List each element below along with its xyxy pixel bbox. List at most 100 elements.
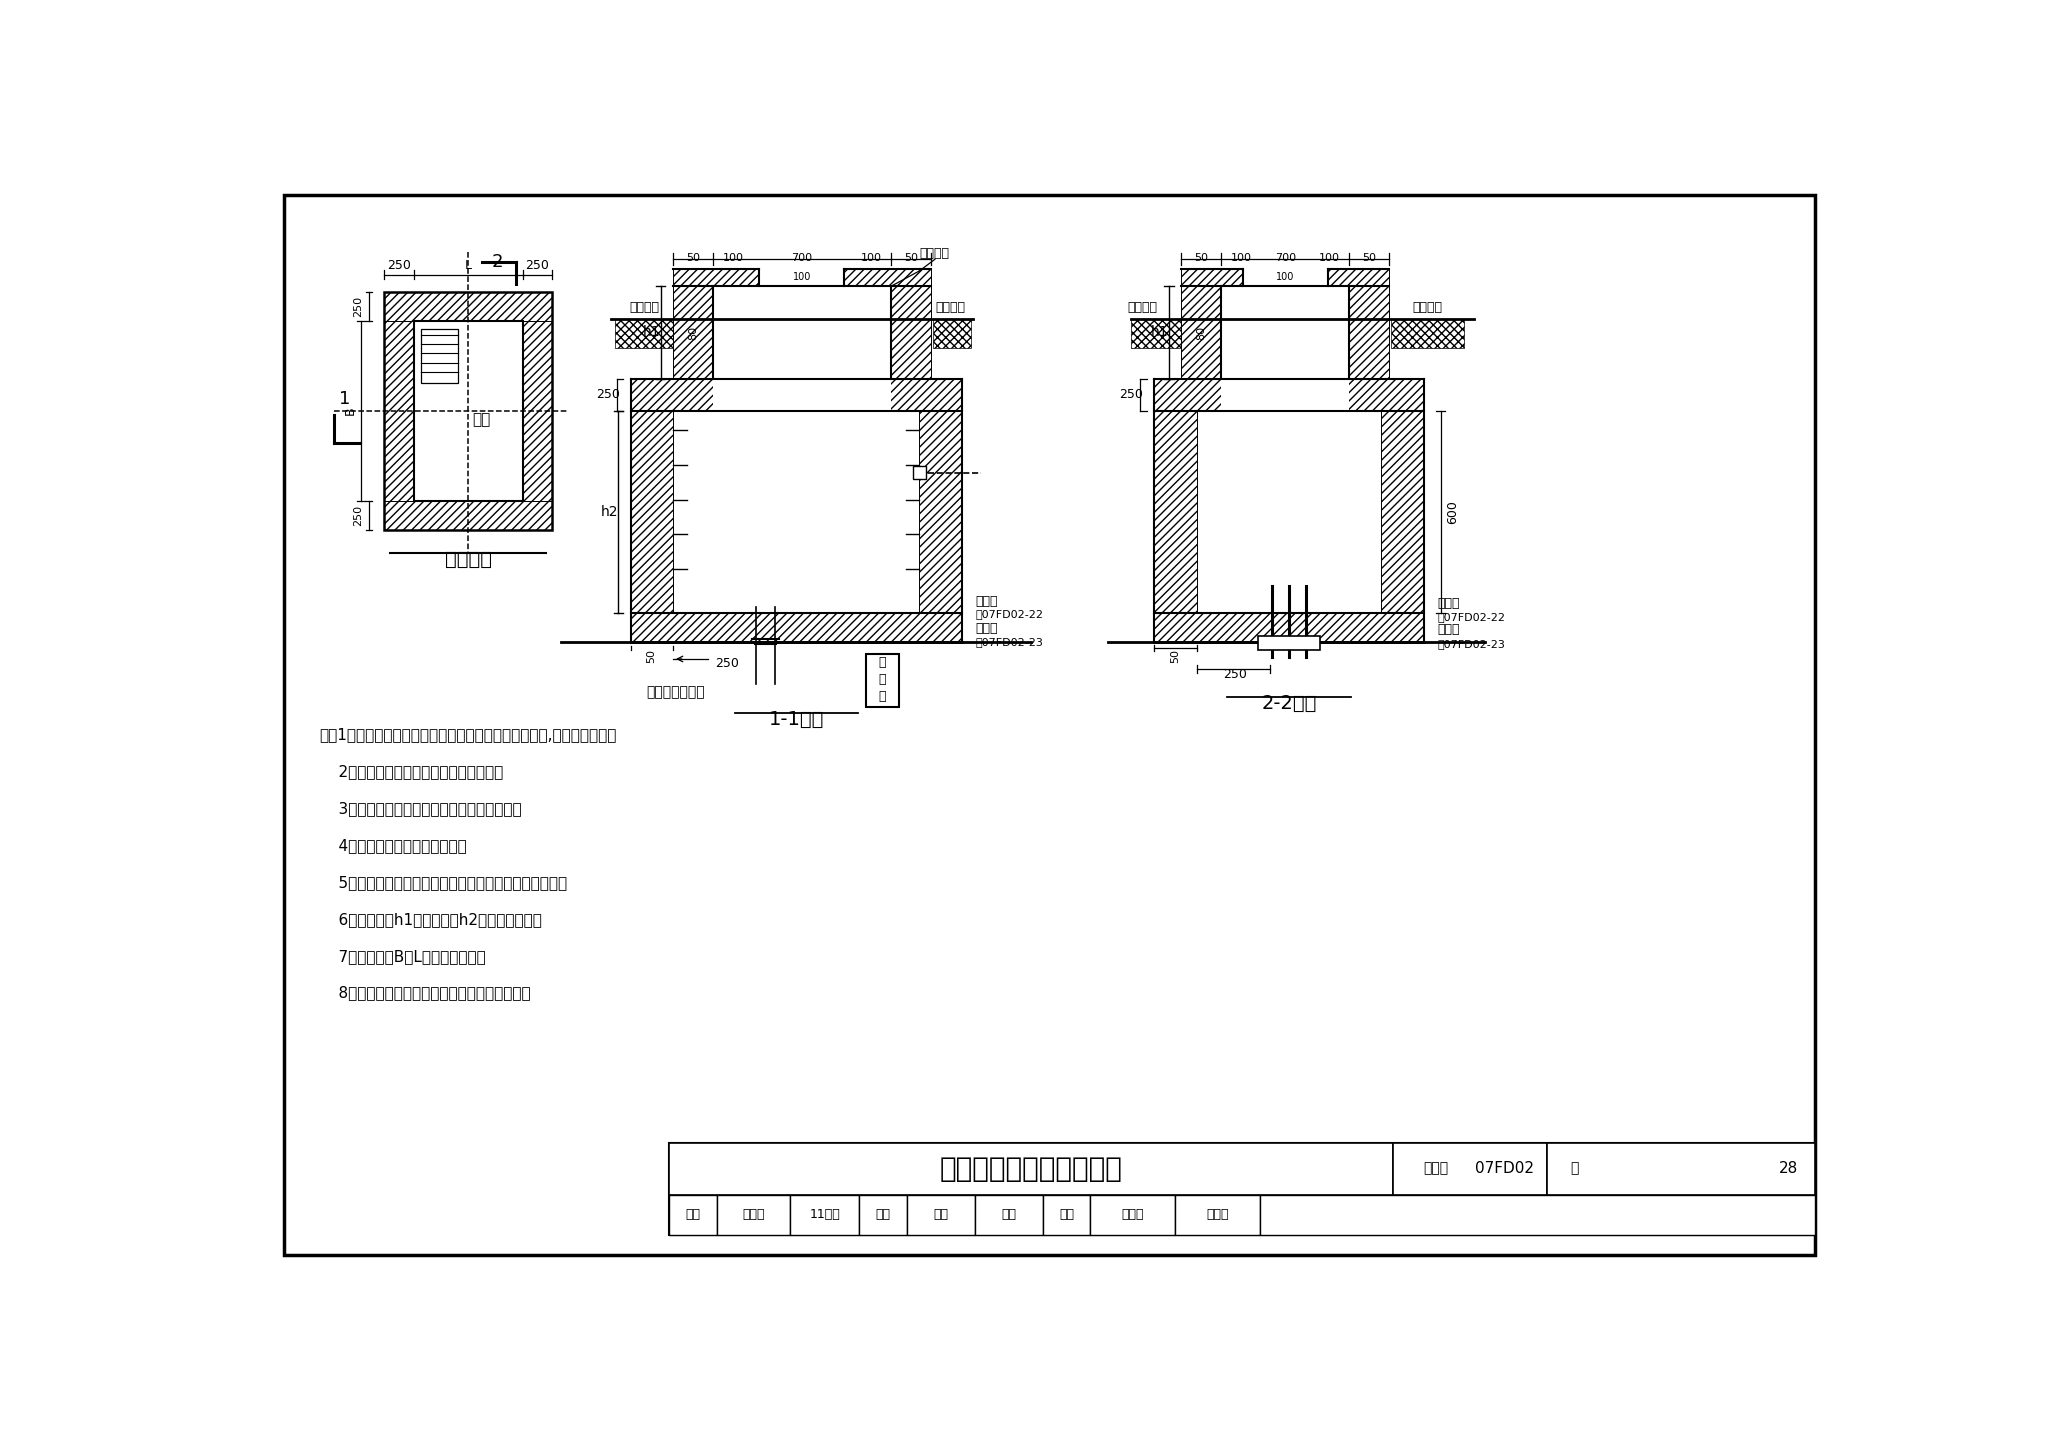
Bar [385, 501, 553, 530]
Text: 见07FD02-22: 见07FD02-22 [975, 609, 1044, 619]
Bar [631, 379, 963, 411]
Text: 1-1断面: 1-1断面 [768, 709, 823, 728]
Text: 见07FD02-23: 见07FD02-23 [1438, 639, 1505, 649]
Text: 图集号: 图集号 [1423, 1162, 1448, 1176]
Text: 校对: 校对 [877, 1209, 891, 1222]
Bar [631, 613, 963, 642]
Bar [414, 320, 522, 501]
Bar [1393, 1143, 1546, 1195]
Text: 爺梯: 爺梯 [473, 412, 489, 428]
Text: 250: 250 [352, 296, 362, 317]
Text: 杨继讯: 杨继讯 [741, 1209, 764, 1222]
Text: L: L [465, 258, 471, 271]
Bar [913, 467, 926, 478]
Bar [670, 1195, 717, 1235]
Text: h1: h1 [643, 326, 659, 339]
Text: 700: 700 [791, 253, 813, 263]
Text: 50: 50 [1194, 253, 1208, 263]
Text: 100: 100 [1319, 253, 1339, 263]
Text: 07FD02: 07FD02 [1475, 1162, 1534, 1176]
Text: 抗力片: 抗力片 [975, 595, 997, 607]
Text: 见07FD02-23: 见07FD02-23 [975, 638, 1044, 648]
Bar [1391, 319, 1464, 348]
Bar [1260, 1195, 1815, 1235]
Text: 见07FD02-22: 见07FD02-22 [1438, 612, 1505, 622]
Bar [385, 292, 553, 320]
Bar [717, 1195, 791, 1235]
Text: 室外地坪: 室外地坪 [1413, 302, 1442, 314]
Text: 抗力片: 抗力片 [1438, 597, 1460, 610]
Text: 250: 250 [1223, 668, 1247, 681]
Text: 80: 80 [688, 326, 698, 339]
Text: 室外地坪: 室外地坪 [1128, 302, 1157, 314]
Bar [975, 1195, 1042, 1235]
Text: 室外地坪: 室外地坪 [629, 302, 659, 314]
Bar [674, 270, 932, 286]
Bar [713, 379, 891, 411]
Bar [614, 319, 674, 348]
Bar [385, 292, 553, 530]
Text: 250: 250 [1120, 388, 1143, 401]
Text: 28: 28 [1778, 1162, 1798, 1176]
Bar [1155, 411, 1196, 613]
Text: 页: 页 [1569, 1162, 1579, 1176]
Bar [1546, 1143, 1815, 1195]
Bar [1350, 286, 1389, 379]
Text: 50: 50 [903, 253, 918, 263]
Text: 1: 1 [338, 389, 350, 408]
Text: 100: 100 [860, 253, 881, 263]
Text: 50: 50 [1362, 253, 1376, 263]
Text: 室外地坪: 室外地坪 [936, 302, 965, 314]
Text: 5．电缆井的防护等级应与人防工程主体防护等级一致。: 5．电缆井的防护等级应与人防工程主体防护等级一致。 [319, 875, 567, 890]
Bar [920, 411, 963, 613]
Bar [522, 320, 553, 501]
Text: 11伾仿: 11伾仿 [809, 1209, 840, 1222]
Bar [1042, 1195, 1090, 1235]
Text: 80: 80 [1196, 326, 1206, 339]
Bar [674, 286, 713, 379]
Text: 8．甲型电缆防爆波井设在防空地下室的上方。: 8．甲型电缆防爆波井设在防空地下室的上方。 [319, 985, 530, 1001]
Text: 电: 电 [879, 673, 887, 686]
Bar [866, 653, 899, 708]
Bar [385, 320, 414, 501]
Text: 700: 700 [1274, 253, 1296, 263]
Text: 密闭助: 密闭助 [975, 622, 997, 635]
Bar [670, 1143, 1815, 1235]
Text: 审核: 审核 [686, 1209, 700, 1222]
Text: 箱: 箱 [879, 691, 887, 704]
Text: 密闭助: 密闭助 [1438, 623, 1460, 636]
Bar [932, 319, 971, 348]
Bar [670, 1143, 1393, 1195]
Text: 设计: 设计 [1059, 1209, 1073, 1222]
Text: 张红英: 张红英 [1122, 1209, 1145, 1222]
Text: 电缆防爆波井做法（一）: 电缆防爆波井做法（一） [940, 1155, 1122, 1183]
Text: 3．电缆井进线方向、位置由具体工程确定。: 3．电缆井进线方向、位置由具体工程确定。 [319, 801, 522, 816]
Text: h1: h1 [1151, 326, 1169, 339]
Text: 注：1．预埋管的位置、规格、数量由单项工程设计确定,本图仅为示意。: 注：1．预埋管的位置、规格、数量由单项工程设计确定,本图仅为示意。 [319, 727, 616, 742]
Text: 防空地下室室内: 防空地下室室内 [645, 685, 705, 699]
Text: 100: 100 [1231, 253, 1251, 263]
Bar [422, 329, 459, 382]
Bar [907, 1195, 975, 1235]
Text: 2-2断面: 2-2断面 [1262, 694, 1317, 714]
Text: 6．井脖高度h1、井腔高度h2由设计人确定。: 6．井脖高度h1、井腔高度h2由设计人确定。 [319, 912, 543, 926]
Bar [631, 411, 674, 613]
Bar [1382, 411, 1423, 613]
Bar [1155, 379, 1423, 411]
Text: 100: 100 [793, 271, 811, 281]
Text: 罗孔: 罗孔 [1001, 1209, 1016, 1222]
Text: 50: 50 [1169, 649, 1180, 663]
Text: h2: h2 [600, 505, 618, 518]
Text: 甲型平面: 甲型平面 [444, 550, 492, 569]
Text: 50: 50 [647, 649, 657, 663]
Bar [791, 1195, 860, 1235]
Bar [1257, 636, 1319, 649]
Text: 架式井盖: 架式井盖 [920, 247, 950, 260]
Text: 250: 250 [715, 658, 739, 671]
Bar [1130, 319, 1182, 348]
Bar [1182, 270, 1389, 286]
Bar [760, 270, 844, 286]
Bar [1176, 1195, 1260, 1235]
Text: 2．电缆应在电缆井中盘一圈作为余量。: 2．电缆应在电缆井中盘一圈作为余量。 [319, 764, 504, 778]
Text: 250: 250 [526, 258, 549, 271]
